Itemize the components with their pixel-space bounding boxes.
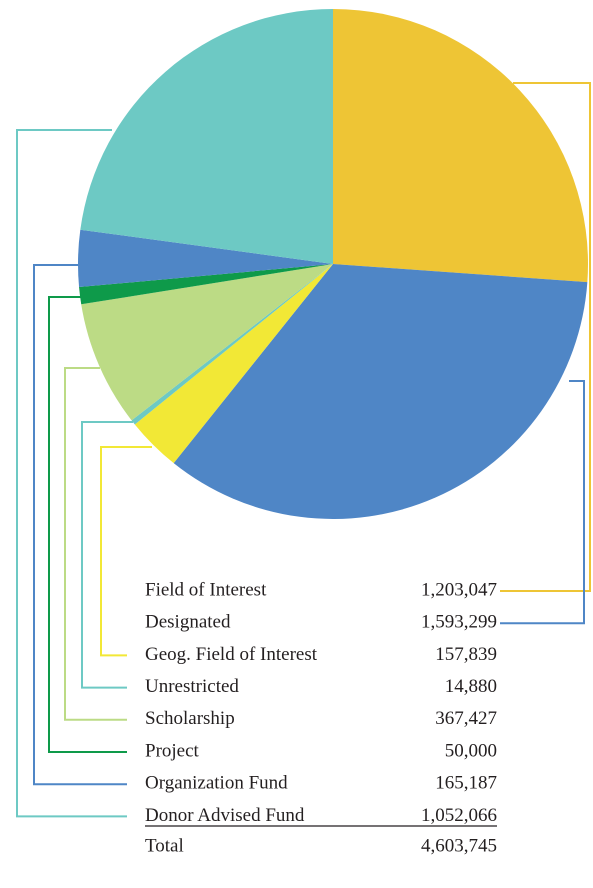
leader-lines <box>16 82 591 818</box>
pie-slice <box>78 229 333 288</box>
legend-value: 157,839 <box>435 644 497 665</box>
legend-value: 1,593,299 <box>421 612 497 633</box>
legend-label: Designated <box>145 612 231 633</box>
legend-table: Field of Interest 1,203,047 Designated 1,59… <box>145 579 497 825</box>
leader-line <box>48 296 127 753</box>
legend-label: Field of Interest <box>145 579 267 600</box>
pie-slice <box>134 264 333 464</box>
pie-slice <box>131 264 333 425</box>
leader-line <box>500 380 585 625</box>
legend-label: Unrestricted <box>145 676 239 697</box>
leader-line <box>81 421 133 689</box>
leader-line <box>64 367 127 721</box>
leader-line <box>33 264 127 786</box>
legend-value: 1,203,047 <box>421 579 497 600</box>
pie-slice <box>80 9 334 264</box>
leader-line <box>500 82 591 592</box>
legend-value: 367,427 <box>435 708 497 729</box>
legend-label: Organization Fund <box>145 773 288 794</box>
pie <box>78 9 588 520</box>
pie-slice <box>81 264 333 421</box>
total-value: 4,603,745 <box>421 835 497 856</box>
legend-label: Donor Advised Fund <box>145 805 305 826</box>
legend-value: 14,880 <box>445 676 497 697</box>
legend-value: 165,187 <box>435 773 497 794</box>
leader-line <box>100 446 152 657</box>
legend-value: 50,000 <box>445 740 497 761</box>
total-label: Total <box>145 835 184 856</box>
leader-line <box>16 129 127 818</box>
pie-slice <box>333 9 588 283</box>
pie-slice <box>79 264 333 305</box>
legend-label: Project <box>145 740 200 761</box>
legend-label: Geog. Field of Interest <box>145 644 318 665</box>
pie-slice <box>173 264 588 520</box>
legend-value: 1,052,066 <box>421 805 497 826</box>
legend-label: Scholarship <box>145 708 235 729</box>
